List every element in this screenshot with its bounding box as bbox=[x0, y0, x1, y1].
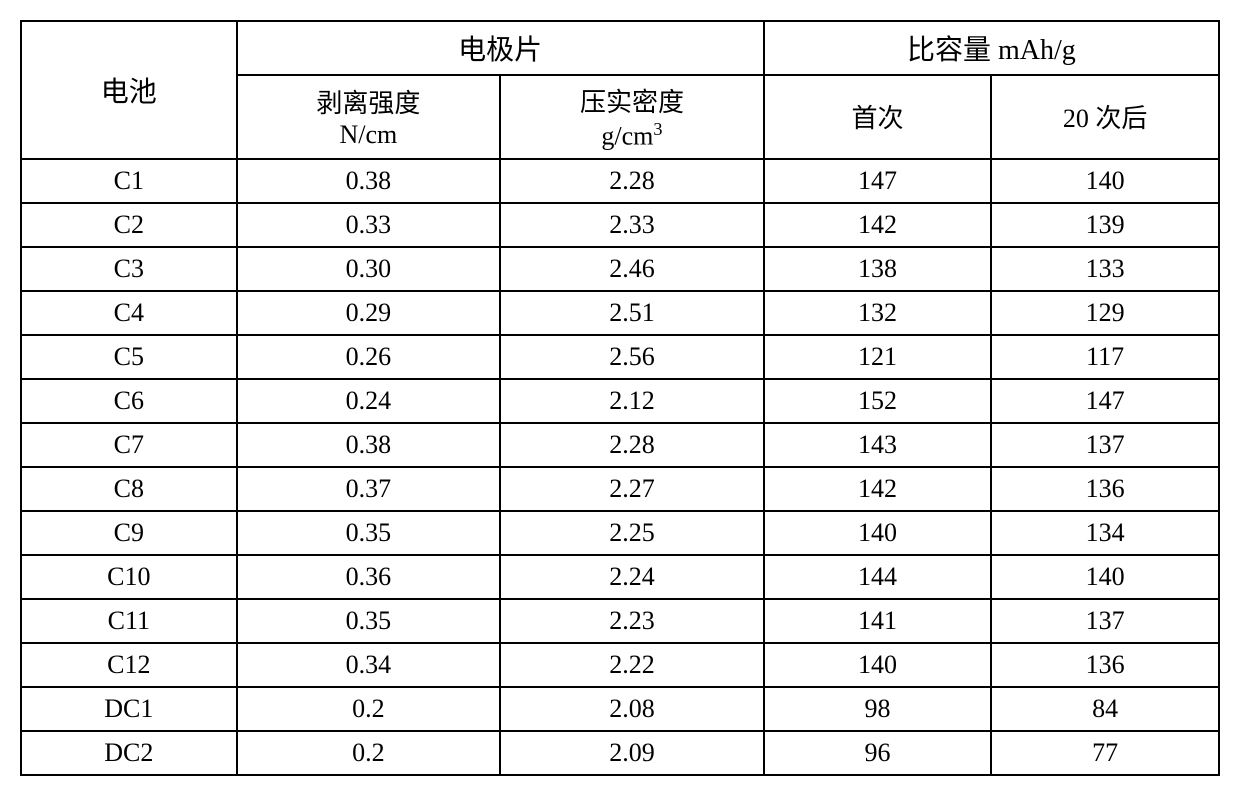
table-row: C50.262.56121117 bbox=[21, 335, 1219, 379]
compact-density-cell: 2.27 bbox=[500, 467, 764, 511]
compact-density-cell: 2.46 bbox=[500, 247, 764, 291]
first-cycle-cell: 142 bbox=[764, 467, 992, 511]
table-row: C20.332.33142139 bbox=[21, 203, 1219, 247]
after-20-cell: 129 bbox=[991, 291, 1219, 335]
table-row: C60.242.12152147 bbox=[21, 379, 1219, 423]
compact-density-label: 压实密度 bbox=[580, 88, 684, 117]
first-cycle-cell: 140 bbox=[764, 643, 992, 687]
battery-cell: DC2 bbox=[21, 731, 237, 775]
compact-density-unit-exponent: 3 bbox=[653, 119, 662, 139]
header-first-cycle: 首次 bbox=[764, 75, 992, 159]
battery-cell: C9 bbox=[21, 511, 237, 555]
header-electrode-group: 电极片 bbox=[237, 21, 764, 75]
first-cycle-cell: 141 bbox=[764, 599, 992, 643]
peel-strength-cell: 0.34 bbox=[237, 643, 501, 687]
compact-density-cell: 2.08 bbox=[500, 687, 764, 731]
battery-cell: C8 bbox=[21, 467, 237, 511]
peel-strength-cell: 0.2 bbox=[237, 731, 501, 775]
compact-density-cell: 2.51 bbox=[500, 291, 764, 335]
after-20-cell: 137 bbox=[991, 599, 1219, 643]
compact-density-cell: 2.23 bbox=[500, 599, 764, 643]
table-row: C80.372.27142136 bbox=[21, 467, 1219, 511]
peel-strength-cell: 0.35 bbox=[237, 511, 501, 555]
after-20-cell: 147 bbox=[991, 379, 1219, 423]
peel-strength-cell: 0.33 bbox=[237, 203, 501, 247]
compact-density-cell: 2.24 bbox=[500, 555, 764, 599]
header-battery: 电池 bbox=[21, 21, 237, 159]
peel-strength-cell: 0.24 bbox=[237, 379, 501, 423]
peel-strength-cell: 0.36 bbox=[237, 555, 501, 599]
first-cycle-cell: 132 bbox=[764, 291, 992, 335]
compact-density-cell: 2.28 bbox=[500, 159, 764, 203]
battery-cell: C7 bbox=[21, 423, 237, 467]
compact-density-cell: 2.12 bbox=[500, 379, 764, 423]
compact-density-cell: 2.22 bbox=[500, 643, 764, 687]
header-row-1: 电池 电极片 比容量 mAh/g bbox=[21, 21, 1219, 75]
table-row: C120.342.22140136 bbox=[21, 643, 1219, 687]
battery-cell: C1 bbox=[21, 159, 237, 203]
first-cycle-cell: 142 bbox=[764, 203, 992, 247]
header-capacity-group: 比容量 mAh/g bbox=[764, 21, 1219, 75]
table-row: C30.302.46138133 bbox=[21, 247, 1219, 291]
after-20-cell: 140 bbox=[991, 555, 1219, 599]
after-20-cell: 137 bbox=[991, 423, 1219, 467]
first-cycle-cell: 140 bbox=[764, 511, 992, 555]
peel-strength-cell: 0.38 bbox=[237, 423, 501, 467]
after-20-cell: 117 bbox=[991, 335, 1219, 379]
compact-density-unit-prefix: g/cm bbox=[601, 122, 653, 151]
data-table: 电池 电极片 比容量 mAh/g 剥离强度 N/cm 压实密度 g/cm3 首次… bbox=[20, 20, 1220, 776]
header-compact-density: 压实密度 g/cm3 bbox=[500, 75, 764, 159]
compact-density-cell: 2.25 bbox=[500, 511, 764, 555]
first-cycle-cell: 96 bbox=[764, 731, 992, 775]
table-row: C70.382.28143137 bbox=[21, 423, 1219, 467]
first-cycle-cell: 144 bbox=[764, 555, 992, 599]
peel-strength-cell: 0.38 bbox=[237, 159, 501, 203]
after-20-cell: 140 bbox=[991, 159, 1219, 203]
after-20-cell: 77 bbox=[991, 731, 1219, 775]
after-20-cell: 136 bbox=[991, 643, 1219, 687]
after-20-cell: 136 bbox=[991, 467, 1219, 511]
battery-cell: C4 bbox=[21, 291, 237, 335]
first-cycle-cell: 98 bbox=[764, 687, 992, 731]
table-row: C40.292.51132129 bbox=[21, 291, 1219, 335]
table-row: C10.382.28147140 bbox=[21, 159, 1219, 203]
peel-strength-cell: 0.30 bbox=[237, 247, 501, 291]
peel-strength-unit: N/cm bbox=[340, 120, 398, 149]
first-cycle-cell: 152 bbox=[764, 379, 992, 423]
after-20-cell: 84 bbox=[991, 687, 1219, 731]
table-row: C90.352.25140134 bbox=[21, 511, 1219, 555]
peel-strength-cell: 0.35 bbox=[237, 599, 501, 643]
first-cycle-cell: 121 bbox=[764, 335, 992, 379]
peel-strength-cell: 0.29 bbox=[237, 291, 501, 335]
first-cycle-cell: 143 bbox=[764, 423, 992, 467]
peel-strength-cell: 0.26 bbox=[237, 335, 501, 379]
after-20-cell: 134 bbox=[991, 511, 1219, 555]
table-row: C110.352.23141137 bbox=[21, 599, 1219, 643]
after-20-cell: 133 bbox=[991, 247, 1219, 291]
peel-strength-cell: 0.37 bbox=[237, 467, 501, 511]
first-cycle-cell: 138 bbox=[764, 247, 992, 291]
header-after-20-cycles: 20 次后 bbox=[991, 75, 1219, 159]
compact-density-cell: 2.09 bbox=[500, 731, 764, 775]
battery-cell: DC1 bbox=[21, 687, 237, 731]
header-peel-strength: 剥离强度 N/cm bbox=[237, 75, 501, 159]
first-cycle-cell: 147 bbox=[764, 159, 992, 203]
battery-cell: C5 bbox=[21, 335, 237, 379]
battery-cell: C6 bbox=[21, 379, 237, 423]
battery-cell: C10 bbox=[21, 555, 237, 599]
compact-density-cell: 2.56 bbox=[500, 335, 764, 379]
compact-density-cell: 2.33 bbox=[500, 203, 764, 247]
compact-density-cell: 2.28 bbox=[500, 423, 764, 467]
after-20-cell: 139 bbox=[991, 203, 1219, 247]
table-body: C10.382.28147140C20.332.33142139C30.302.… bbox=[21, 159, 1219, 775]
battery-cell: C3 bbox=[21, 247, 237, 291]
battery-cell: C2 bbox=[21, 203, 237, 247]
table-row: DC10.22.089884 bbox=[21, 687, 1219, 731]
peel-strength-label: 剥离强度 bbox=[316, 89, 420, 118]
peel-strength-cell: 0.2 bbox=[237, 687, 501, 731]
table-row: C100.362.24144140 bbox=[21, 555, 1219, 599]
battery-cell: C11 bbox=[21, 599, 237, 643]
table-row: DC20.22.099677 bbox=[21, 731, 1219, 775]
battery-cell: C12 bbox=[21, 643, 237, 687]
